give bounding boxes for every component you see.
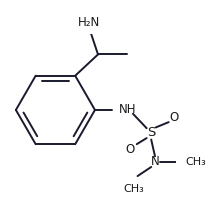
Text: N: N [151,155,159,168]
Text: H₂N: H₂N [78,16,100,29]
Text: S: S [147,126,155,139]
Text: O: O [125,143,135,156]
Text: CH₃: CH₃ [123,184,144,194]
Text: O: O [169,111,179,124]
Text: NH: NH [119,103,137,117]
Text: CH₃: CH₃ [185,157,206,167]
